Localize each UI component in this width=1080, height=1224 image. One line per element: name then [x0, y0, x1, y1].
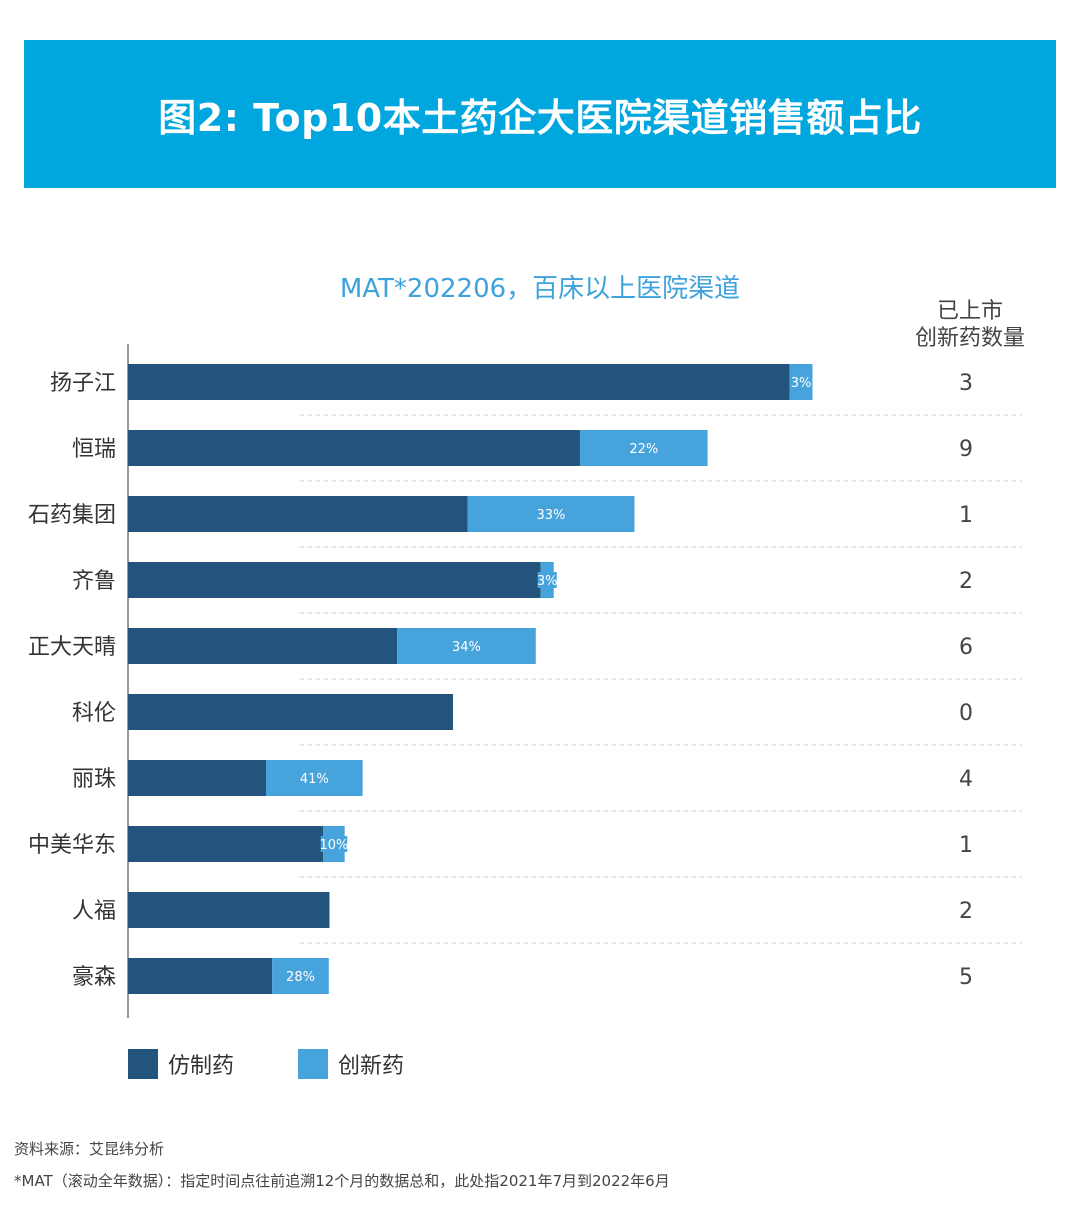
mat-definition-note: *MAT（滚动全年数据）：指定时间点往前追溯12个月的数据总和，此处指2021年…: [14, 1172, 670, 1190]
count-header-line1: 已上市: [936, 299, 1003, 324]
data-label: 41%: [300, 772, 329, 787]
bar-innovative: [467, 496, 635, 532]
count-header-line2: 创新药数量: [914, 326, 1025, 351]
category-label: 齐鲁: [72, 569, 116, 594]
data-label: 28%: [286, 970, 315, 985]
data-label: 10%: [320, 838, 349, 853]
legend-label-generic: 仿制药: [168, 1054, 235, 1079]
bar-generic: [128, 496, 468, 532]
innovative-drug-count: 1: [959, 503, 973, 528]
bar-generic: [128, 562, 541, 598]
data-label: 3%: [791, 376, 812, 391]
bar-innovative: [579, 430, 708, 466]
bar-generic: [128, 694, 453, 730]
bar-innovative: [266, 760, 363, 796]
category-label: 扬子江: [50, 371, 116, 396]
bar-generic: [128, 364, 790, 400]
data-label: 22%: [629, 442, 658, 457]
data-label-backdrop: [537, 572, 557, 588]
innovative-drug-count: 0: [959, 701, 973, 726]
bar-innovative: [397, 628, 536, 664]
bar-generic: [128, 826, 324, 862]
innovative-drug-count: 5: [959, 965, 973, 990]
page-title: 图2: Top10本土药企大医院渠道销售额占比: [158, 95, 922, 140]
innovative-drug-count: 2: [959, 899, 973, 924]
bar-generic: [128, 628, 398, 664]
category-label: 石药集团: [28, 503, 116, 528]
category-label: 豪森: [72, 965, 116, 990]
innovative-drug-count: 2: [959, 569, 973, 594]
bar-innovative: [272, 958, 329, 994]
bar-generic: [128, 430, 580, 466]
legend-swatch-generic: [128, 1049, 158, 1079]
bar-generic: [128, 958, 273, 994]
category-label: 人福: [72, 899, 116, 924]
data-label: 33%: [537, 508, 566, 523]
data-label-backdrop: [791, 374, 811, 390]
bar-generic: [128, 760, 266, 796]
category-label: 科伦: [72, 701, 116, 726]
innovative-drug-count: 3: [959, 371, 973, 396]
data-label: 34%: [452, 640, 481, 655]
innovative-drug-count: 1: [959, 833, 973, 858]
legend-label-innovative: 创新药: [338, 1054, 405, 1079]
innovative-drug-count: 9: [959, 437, 973, 462]
innovative-drug-count: 4: [959, 767, 973, 792]
category-label: 正大天晴: [28, 635, 116, 660]
bar-generic: [128, 892, 330, 928]
category-label: 中美华东: [28, 833, 116, 858]
category-label: 丽珠: [72, 767, 116, 792]
count-column-header: 已上市 创新药数量: [900, 298, 1040, 352]
innovative-drug-count: 6: [959, 635, 973, 660]
source-note: 资料来源：艾昆纬分析: [14, 1140, 165, 1158]
chart-subtitle: MAT*202206，百床以上医院渠道: [339, 274, 741, 304]
legend-item-innovative: 创新药: [298, 1048, 404, 1080]
title-banner: 图2: Top10本土药企大医院渠道销售额占比: [24, 40, 1056, 188]
legend-swatch-innovative: [298, 1049, 328, 1079]
data-label-backdrop: [320, 836, 348, 852]
legend-item-generic: 仿制药: [128, 1048, 234, 1080]
category-label: 恒瑞: [72, 437, 116, 462]
data-label: 3%: [537, 574, 558, 589]
